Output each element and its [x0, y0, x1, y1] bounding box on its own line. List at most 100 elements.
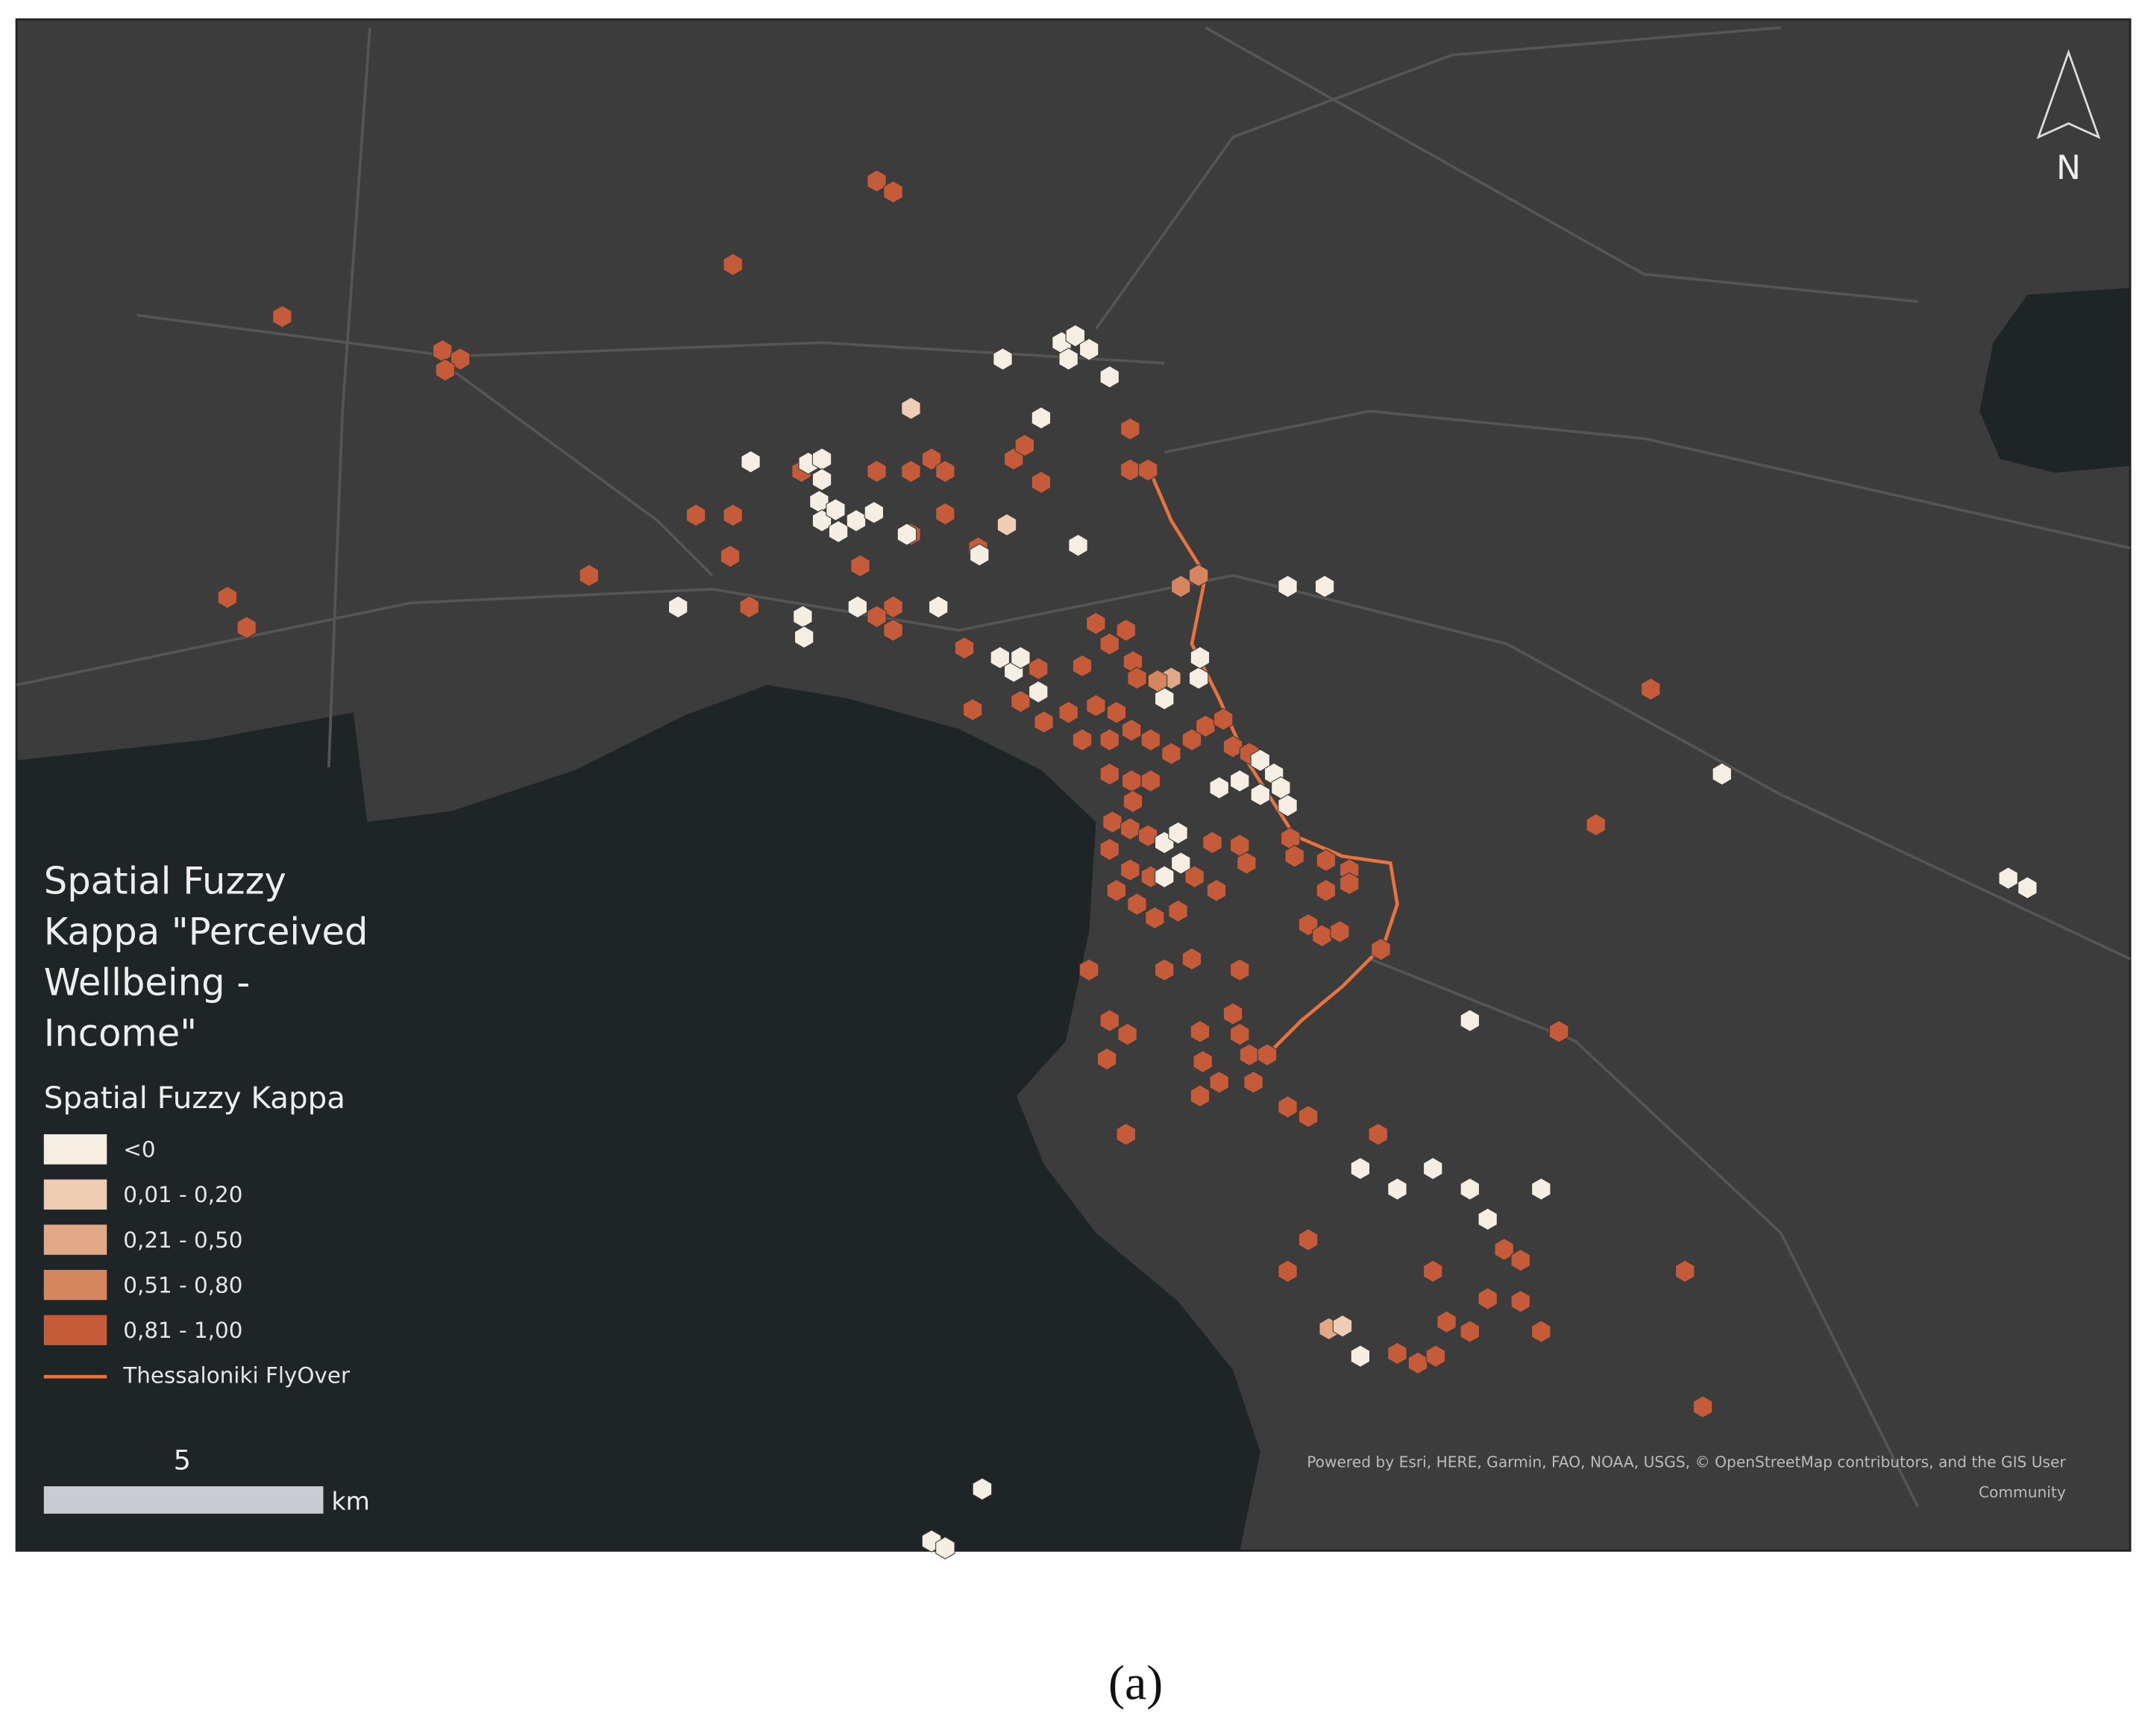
hexagon — [1425, 1345, 1446, 1368]
hexagon — [1271, 776, 1291, 799]
hexagon — [1058, 347, 1078, 371]
scale-value: 5 — [174, 1444, 191, 1476]
hexagon — [1284, 844, 1304, 868]
legend-label: 0,01 - 0,20 — [123, 1182, 242, 1207]
hexagon — [1188, 564, 1209, 588]
hexagon — [1222, 1002, 1243, 1025]
hexagon — [739, 595, 759, 619]
hexagon — [935, 1536, 955, 1560]
hexagon — [1209, 1070, 1229, 1094]
hexagon — [1120, 817, 1140, 840]
hexagon — [962, 698, 983, 722]
hexagon — [1477, 1287, 1498, 1310]
hexagon — [450, 347, 471, 371]
hexagon — [435, 358, 456, 382]
hexagon — [1460, 1009, 1480, 1032]
hexagon — [954, 636, 975, 660]
hexagon — [668, 595, 688, 619]
hexagon — [1168, 821, 1188, 845]
hexagon — [1202, 831, 1222, 855]
hexagon — [1250, 783, 1271, 806]
hexagon — [1145, 906, 1165, 930]
hexagon — [1011, 646, 1031, 670]
attribution: Powered by Esri, HERE, Garmin, FAO, NOAA… — [1307, 1453, 2066, 1471]
hexagon — [1031, 471, 1052, 494]
legend-title: Wellbeing - — [44, 960, 250, 1004]
hexagon — [1278, 1259, 1298, 1283]
hexagon — [1086, 694, 1106, 717]
hexagon — [1998, 867, 2018, 890]
hexagon — [1072, 728, 1093, 752]
hexagon — [990, 646, 1011, 670]
legend-label: <0 — [123, 1137, 155, 1163]
hexagon — [1460, 1320, 1480, 1343]
hexagon — [1250, 749, 1271, 772]
hexagon — [1368, 1122, 1388, 1146]
hexagon — [896, 523, 917, 546]
hexagon — [1460, 1177, 1480, 1201]
hexagon — [1068, 533, 1088, 557]
hexagon — [1106, 701, 1127, 724]
north-arrow-shape — [2036, 48, 2101, 139]
hexagon — [935, 502, 955, 526]
hexagon — [850, 554, 870, 578]
hexagon — [883, 595, 903, 619]
hexagon — [901, 459, 921, 483]
hexagon — [1278, 793, 1298, 817]
hexagon — [1494, 1238, 1514, 1261]
hexagon — [1387, 1177, 1407, 1201]
hexagon — [1298, 1228, 1319, 1251]
hexagon — [1314, 575, 1335, 598]
legend-label: 0,81 - 1,00 — [123, 1318, 242, 1343]
hexagon — [1692, 1395, 1713, 1418]
hexagon — [741, 450, 761, 474]
hexagon — [1436, 1310, 1457, 1334]
legend-subtitle: Spatial Fuzzy Kappa — [44, 1080, 345, 1116]
hexagon — [1209, 776, 1229, 799]
hexagon — [1120, 417, 1140, 441]
hexagon — [1171, 852, 1191, 875]
hexagon — [1422, 1259, 1443, 1283]
hexagon — [1230, 1022, 1250, 1046]
hexagon — [1086, 611, 1106, 635]
roads — [16, 26, 2131, 1508]
hexagon — [1122, 790, 1143, 814]
hexagon — [1371, 937, 1391, 961]
hexagon — [1510, 1289, 1531, 1313]
hexagon — [1099, 632, 1119, 655]
hexagon — [1127, 893, 1147, 916]
hexagon — [1034, 710, 1054, 734]
hexagon — [1188, 667, 1209, 690]
hexagon — [811, 468, 832, 491]
hexagon — [1168, 899, 1188, 923]
hexagon — [579, 564, 600, 588]
hexagon — [1339, 872, 1360, 896]
hexagon — [1078, 958, 1099, 982]
hexagon — [217, 585, 238, 609]
hexagon — [883, 618, 903, 642]
hexagon — [1641, 677, 1661, 701]
legend-label: 0,51 - 0,80 — [123, 1272, 242, 1298]
legend: Spatial Fuzzy Kappa "Perceived Wellbeing -… — [43, 859, 368, 1389]
hexagon — [883, 180, 903, 204]
hexagon — [826, 498, 846, 521]
hexagon — [996, 513, 1017, 537]
hexagon — [972, 1477, 993, 1501]
attribution: Community — [1979, 1483, 2066, 1501]
hexagon — [794, 626, 814, 649]
hexagon — [685, 503, 706, 527]
hexagon — [1121, 718, 1142, 742]
hexagon — [720, 544, 741, 568]
hexagon — [1257, 1043, 1278, 1066]
hexagon — [1099, 1009, 1119, 1032]
hexagon — [867, 459, 887, 483]
hexagon — [928, 595, 949, 619]
hexagon — [1181, 947, 1202, 971]
hexagon — [864, 500, 885, 524]
hexagon — [1099, 762, 1119, 786]
hexagon — [1072, 654, 1093, 678]
hexagon — [272, 305, 292, 328]
hexagon — [1278, 575, 1298, 598]
legend-title: Kappa "Perceived — [44, 910, 368, 953]
